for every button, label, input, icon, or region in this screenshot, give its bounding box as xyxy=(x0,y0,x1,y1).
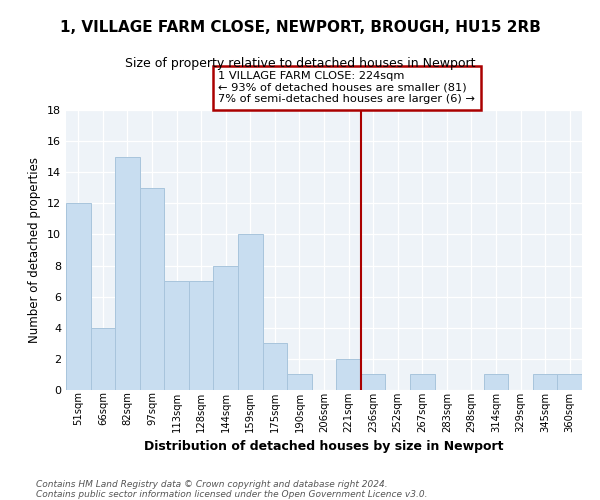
Bar xyxy=(287,374,312,390)
Y-axis label: Number of detached properties: Number of detached properties xyxy=(28,157,41,343)
Bar xyxy=(91,328,115,390)
Bar xyxy=(115,156,140,390)
Bar xyxy=(410,374,434,390)
Bar xyxy=(189,281,214,390)
Bar xyxy=(484,374,508,390)
Text: 1 VILLAGE FARM CLOSE: 224sqm
← 93% of detached houses are smaller (81)
7% of sem: 1 VILLAGE FARM CLOSE: 224sqm ← 93% of de… xyxy=(218,71,475,104)
Bar xyxy=(336,359,361,390)
Bar xyxy=(164,281,189,390)
Bar xyxy=(533,374,557,390)
Text: 1, VILLAGE FARM CLOSE, NEWPORT, BROUGH, HU15 2RB: 1, VILLAGE FARM CLOSE, NEWPORT, BROUGH, … xyxy=(59,20,541,35)
Bar xyxy=(557,374,582,390)
Bar xyxy=(361,374,385,390)
Bar xyxy=(263,344,287,390)
X-axis label: Distribution of detached houses by size in Newport: Distribution of detached houses by size … xyxy=(144,440,504,453)
Bar xyxy=(214,266,238,390)
Bar xyxy=(66,204,91,390)
Text: Size of property relative to detached houses in Newport: Size of property relative to detached ho… xyxy=(125,58,475,70)
Text: Contains HM Land Registry data © Crown copyright and database right 2024.
Contai: Contains HM Land Registry data © Crown c… xyxy=(36,480,427,500)
Bar xyxy=(140,188,164,390)
Bar xyxy=(238,234,263,390)
